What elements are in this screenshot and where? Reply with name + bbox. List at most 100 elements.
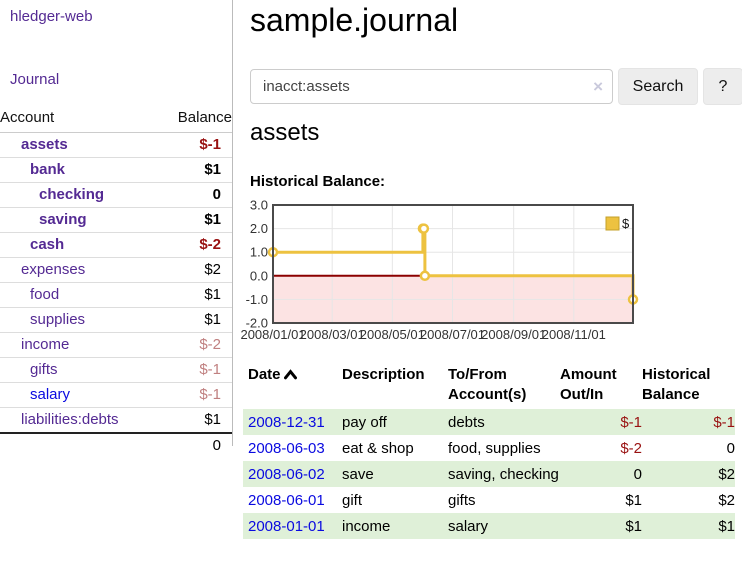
accounts-header-row: Account Balance [0,106,232,133]
transaction-amount: $-2 [620,440,642,457]
transaction-balance: $-1 [713,414,735,431]
svg-text:2008/05/01: 2008/05/01 [360,327,425,342]
register-table: Date Description To/From Account(s) Amou… [243,363,735,539]
search-form: × Search ? [250,68,742,105]
transaction-date-cell: 2008-06-01 [243,487,342,513]
chart-section-heading: Historical Balance: [250,173,386,190]
app-title-link[interactable]: hledger-web [10,8,93,25]
transaction-description: gift [342,492,363,509]
account-link-supplies[interactable]: supplies [30,311,86,328]
account-balance: $1 [159,282,232,308]
account-link-salary[interactable]: salary [30,386,71,403]
column-header-date[interactable]: Date [243,363,342,409]
svg-text:2008/07/01: 2008/07/01 [420,327,485,342]
transaction-balance: $1 [718,518,735,535]
accounts-total-row: 0 [0,432,232,459]
account-row: liabilities:debts $1 [0,407,232,434]
transaction-date-cell: 2008-06-02 [243,461,342,487]
accounts-column-header: Account [0,106,160,133]
transaction-amount: $1 [625,518,642,535]
svg-text:2008/03/01: 2008/03/01 [300,327,365,342]
account-name-cell: food [0,282,160,308]
account-name-cell: gifts [0,357,160,383]
account-name-cell: expenses [0,257,160,283]
transaction-amount: $-1 [620,414,642,431]
account-row: salary $-1 [0,382,232,408]
account-name-cell: saving [0,207,160,233]
account-link-checking[interactable]: checking [39,186,105,203]
account-link-gifts[interactable]: gifts [30,361,58,378]
transaction-description: pay off [342,414,387,431]
transaction-accounts: debts [448,414,485,431]
help-button[interactable]: ? [703,68,742,105]
account-balance: $1 [159,207,232,233]
page-title: sample.journal [250,2,459,38]
account-balance: $-2 [159,332,232,358]
balance-column-header: Balance [159,106,232,133]
account-link-food[interactable]: food [30,286,60,303]
svg-text:-2.0: -2.0 [246,316,268,331]
account-balance: 0 [159,182,232,208]
svg-text:2008/09/01: 2008/09/01 [481,327,546,342]
account-row: assets $-1 [0,132,232,158]
account-heading: assets [250,119,320,146]
account-row: supplies $1 [0,307,232,333]
account-row: saving $1 [0,207,232,233]
account-name-cell: cash [0,232,160,258]
transaction-row: 2008-06-02 save saving, checking 0 $2 [243,461,735,487]
account-name-cell: salary [0,382,160,408]
transaction-amount: 0 [633,466,642,483]
svg-text:1.0: 1.0 [250,245,268,260]
column-header-description: Description [342,366,425,383]
svg-text:2008/01/01: 2008/01/01 [240,327,305,342]
transaction-row: 2008-12-31 pay off debts $-1 $-1 [243,409,735,435]
search-input[interactable] [250,69,613,104]
accounts-total-value: 0 [159,432,232,459]
transaction-description: income [342,518,391,535]
account-name-cell: liabilities:debts [0,407,160,434]
account-balance: $2 [159,257,232,283]
transaction-date-link[interactable]: 2008-06-02 [248,466,325,483]
account-balance: $-1 [159,382,232,408]
transaction-date-link[interactable]: 2008-06-01 [248,492,325,509]
account-balance: $-2 [159,232,232,258]
transaction-balance: $2 [718,492,735,509]
account-link-liabilities:debts[interactable]: liabilities:debts [21,411,119,428]
svg-text:$: $ [622,216,630,231]
account-link-cash[interactable]: cash [30,236,65,253]
transaction-amount: $1 [625,492,642,509]
transaction-row: 2008-06-01 gift gifts $1 $2 [243,487,735,513]
transaction-date-link[interactable]: 2008-12-31 [248,414,325,431]
account-row: gifts $-1 [0,357,232,383]
account-row: food $1 [0,282,232,308]
transaction-date-link[interactable]: 2008-01-01 [248,518,325,535]
sidebar-item-journal[interactable]: Journal [10,71,60,88]
transaction-description: eat & shop [342,440,414,457]
historical-balance-chart: 3.0 2.0 1.0 0.0 -1.0 -2.0 2008/01/01 2008/03/01… [240,197,643,347]
column-header-amount: Amount Out/In [560,366,617,403]
transaction-date-link[interactable]: 2008-06-03 [248,440,325,457]
accounts-total-spacer [0,432,160,459]
svg-text:-1.0: -1.0 [246,292,268,307]
search-button[interactable]: Search [618,68,698,105]
account-link-saving[interactable]: saving [39,211,87,228]
transaction-description: save [342,466,374,483]
account-name-cell: checking [0,182,160,208]
account-balance: $-1 [159,357,232,383]
account-row: checking 0 [0,182,232,208]
account-name-cell: supplies [0,307,160,333]
account-link-assets[interactable]: assets [21,136,68,153]
transaction-date-cell: 2008-12-31 [243,409,342,435]
account-link-expenses[interactable]: expenses [21,261,86,278]
account-link-bank[interactable]: bank [30,161,66,178]
account-row: cash $-2 [0,232,232,258]
account-row: expenses $2 [0,257,232,283]
transaction-balance: $2 [718,466,735,483]
register-header-row: Date Description To/From Account(s) Amou… [243,363,735,409]
account-balance: $1 [159,407,232,434]
svg-text:3.0: 3.0 [250,198,268,213]
clear-search-icon[interactable]: × [593,77,603,96]
main-content: sample.journal × Search ? assets Histori… [233,0,742,582]
account-link-income[interactable]: income [21,336,70,353]
